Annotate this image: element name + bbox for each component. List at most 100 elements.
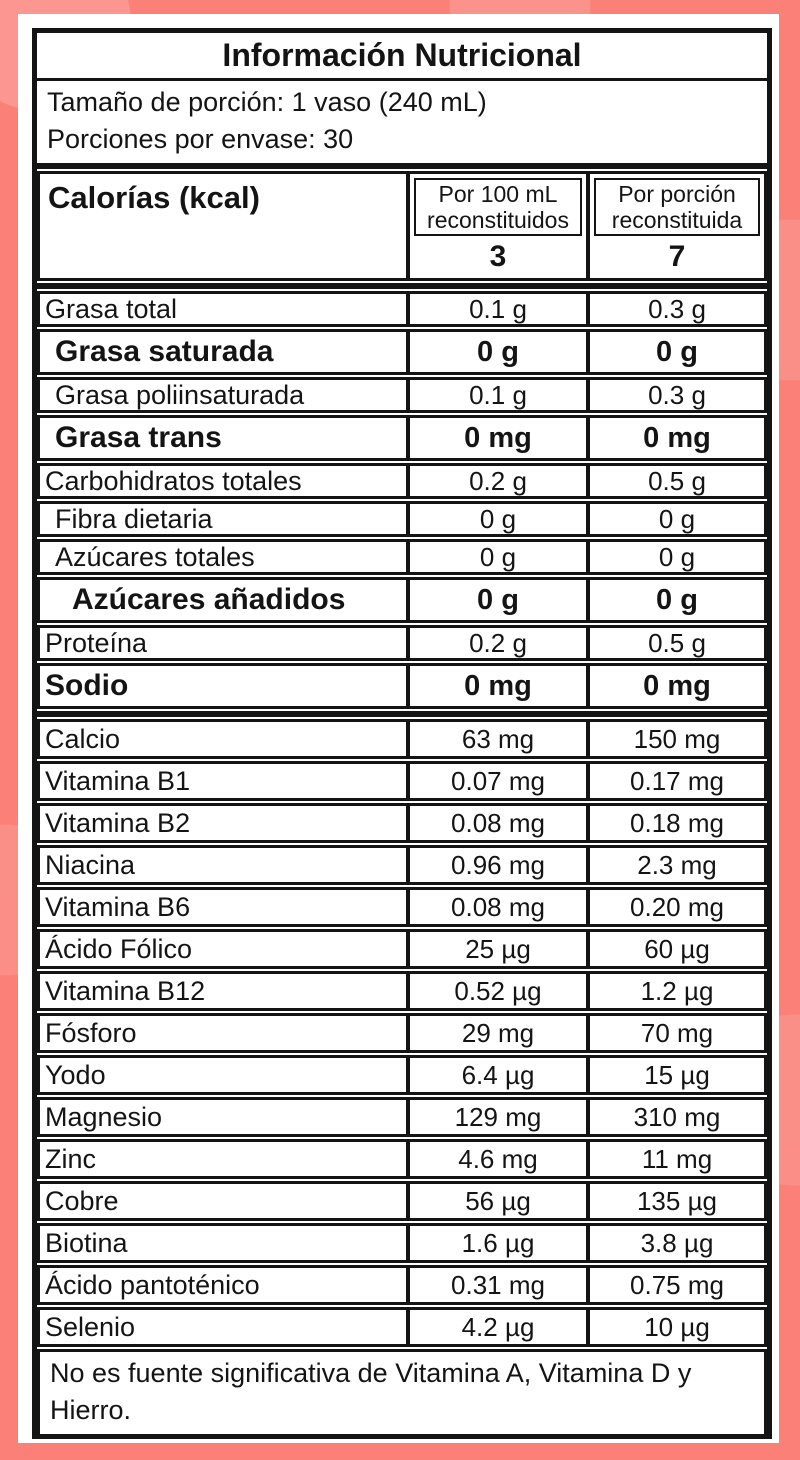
- nutrient-name: Ácido pantoténico: [45, 1269, 260, 1300]
- section-separator: [37, 711, 767, 717]
- nutrient-name: Proteína: [45, 628, 148, 658]
- value-per-portion: 1.2 µg: [586, 974, 764, 1008]
- value-per-portion: 70 mg: [586, 1016, 764, 1050]
- page-title: Información Nutricional: [37, 33, 767, 81]
- value-per-100ml: 0 g: [406, 332, 586, 372]
- nutrient-name: Biotina: [45, 1227, 128, 1258]
- value-per-100ml: 0.2 g: [406, 466, 586, 496]
- value-per-100ml: 0.1 g: [406, 294, 586, 324]
- nutrient-name: Grasa trans: [55, 421, 222, 454]
- table-row: Fósforo 29 mg 70 mg: [37, 1013, 767, 1053]
- table-row: Niacina 0.96 mg 2.3 mg: [37, 845, 767, 885]
- value-per-100ml: 63 mg: [406, 722, 586, 756]
- value-per-portion: 0.75 mg: [586, 1268, 764, 1302]
- table-row: Grasa poliinsaturada 0.1 g 0.3 g: [37, 377, 767, 413]
- table-row: Calcio 63 mg 150 mg: [37, 719, 767, 759]
- table-row: Vitamina B1 0.07 mg 0.17 mg: [37, 761, 767, 801]
- value-per-portion: 0.5 g: [586, 628, 764, 658]
- column-per-portion: Por porción reconstituida 7: [586, 174, 764, 278]
- value-per-portion: 0 g: [586, 332, 764, 372]
- value-per-100ml: 56 µg: [406, 1184, 586, 1218]
- nutrition-table: Información Nutricional Tamaño de porció…: [32, 28, 772, 1439]
- table-row: Vitamina B12 0.52 µg 1.2 µg: [37, 971, 767, 1011]
- label-panel: Información Nutricional Tamaño de porció…: [18, 14, 779, 1443]
- value-per-portion: 0.3 g: [586, 380, 764, 410]
- value-per-100ml: 29 mg: [406, 1016, 586, 1050]
- nutrient-name: Niacina: [45, 849, 136, 880]
- nutrient-name: Vitamina B2: [45, 807, 191, 838]
- value-per-100ml: 0.52 µg: [406, 974, 586, 1008]
- value-per-100ml: 0.07 mg: [406, 764, 586, 798]
- value-per-portion: 3.8 µg: [586, 1226, 764, 1260]
- table-row: Magnesio 129 mg 310 mg: [37, 1097, 767, 1137]
- section-separator: [37, 283, 767, 289]
- value-per-100ml: 4.2 µg: [406, 1310, 586, 1344]
- table-row: Cobre 56 µg 135 µg: [37, 1181, 767, 1221]
- nutrient-name: Vitamina B1: [45, 765, 191, 796]
- value-per-portion: 135 µg: [586, 1184, 764, 1218]
- table-row: Zinc 4.6 mg 11 mg: [37, 1139, 767, 1179]
- calories-per-100ml: 3: [489, 240, 507, 273]
- nutrient-name: Ácido Fólico: [45, 933, 193, 964]
- value-per-portion: 310 mg: [586, 1100, 764, 1134]
- value-per-portion: 0.17 mg: [586, 764, 764, 798]
- nutrient-name: Vitamina B6: [45, 891, 191, 922]
- table-row: Biotina 1.6 µg 3.8 µg: [37, 1223, 767, 1263]
- nutrient-name: Vitamina B12: [45, 975, 206, 1006]
- value-per-portion: 0 mg: [586, 666, 764, 706]
- calories-label: Calorías (kcal): [48, 180, 260, 215]
- value-per-100ml: 0 g: [406, 542, 586, 572]
- serving-size: Tamaño de porción: 1 vaso (240 mL): [47, 87, 487, 117]
- nutrient-name: Carbohidratos totales: [45, 466, 302, 496]
- value-per-100ml: 0 mg: [406, 418, 586, 458]
- nutrient-name: Grasa poliinsaturada: [55, 380, 305, 410]
- value-per-100ml: 0.08 mg: [406, 890, 586, 924]
- nutrient-name: Yodo: [45, 1059, 106, 1090]
- value-per-100ml: 0.08 mg: [406, 806, 586, 840]
- table-row: Vitamina B6 0.08 mg 0.20 mg: [37, 887, 767, 927]
- value-per-portion: 0.20 mg: [586, 890, 764, 924]
- value-per-portion: 2.3 mg: [586, 848, 764, 882]
- value-per-100ml: 0 g: [406, 580, 586, 620]
- table-row: Vitamina B2 0.08 mg 0.18 mg: [37, 803, 767, 843]
- value-per-portion: 0 g: [586, 504, 764, 534]
- value-per-portion: 0 g: [586, 542, 764, 572]
- value-per-100ml: 0.31 mg: [406, 1268, 586, 1302]
- servings-per-container: Porciones por envase: 30: [47, 124, 354, 154]
- value-per-100ml: 0.2 g: [406, 628, 586, 658]
- nutrient-name: Fibra dietaria: [55, 504, 213, 534]
- value-per-100ml: 6.4 µg: [406, 1058, 586, 1092]
- value-per-portion: 150 mg: [586, 722, 764, 756]
- table-row: Proteína 0.2 g 0.5 g: [37, 625, 767, 661]
- table-row: Selenio 4.2 µg 10 µg: [37, 1307, 767, 1347]
- calories-row: Calorías (kcal) Por 100 mL reconstituido…: [37, 171, 767, 281]
- value-per-100ml: 0 mg: [406, 666, 586, 706]
- value-per-portion: 10 µg: [586, 1310, 764, 1344]
- calories-per-portion: 7: [668, 240, 686, 273]
- table-row: Ácido Fólico 25 µg 60 µg: [37, 929, 767, 969]
- table-row: Carbohidratos totales 0.2 g 0.5 g: [37, 463, 767, 499]
- column-header-per-portion: Por porción reconstituida: [594, 178, 760, 236]
- nutrient-name: Zinc: [45, 1143, 97, 1174]
- nutrient-name: Selenio: [45, 1311, 136, 1342]
- nutrient-name: Azúcares añadidos: [72, 583, 346, 616]
- table-row: Grasa total 0.1 g 0.3 g: [37, 291, 767, 327]
- value-per-portion: 0 g: [586, 580, 764, 620]
- value-per-portion: 11 mg: [586, 1142, 764, 1176]
- value-per-100ml: 0.96 mg: [406, 848, 586, 882]
- table-row: Yodo 6.4 µg 15 µg: [37, 1055, 767, 1095]
- table-row: Grasa trans 0 mg 0 mg: [37, 415, 767, 461]
- section-separator: [37, 163, 767, 169]
- nutrient-name: Calcio: [45, 723, 121, 754]
- serving-info: Tamaño de porción: 1 vaso (240 mL) Porci…: [37, 81, 767, 161]
- footer-note: No es fuente significativa de Vitamina A…: [37, 1349, 767, 1434]
- column-per-100ml: Por 100 mL reconstituidos 3: [406, 174, 586, 278]
- nutrient-name: Magnesio: [45, 1101, 163, 1132]
- nutrient-name: Cobre: [45, 1185, 119, 1216]
